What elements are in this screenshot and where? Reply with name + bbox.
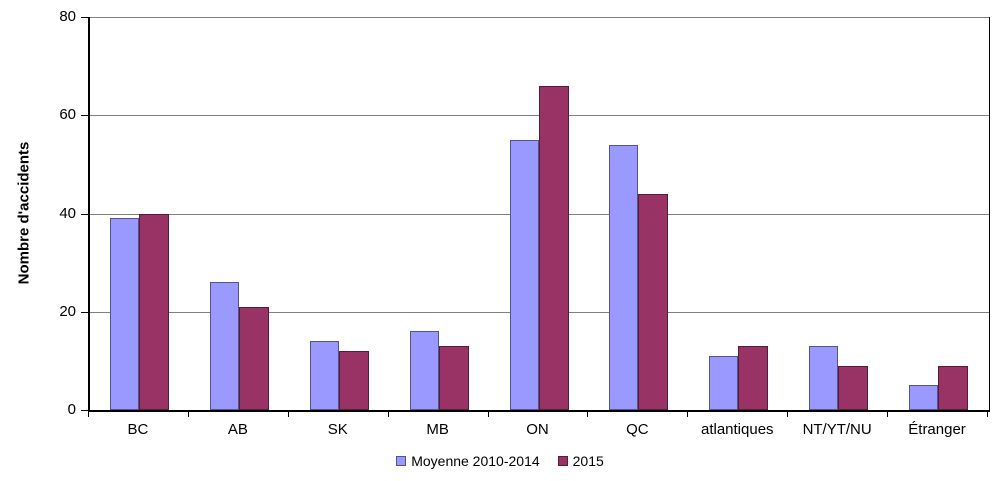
- x-tick-mark-2: [287, 410, 289, 417]
- legend: Moyenne 2010-2014 2015: [0, 453, 1000, 469]
- bar-avg-ON: [509, 139, 539, 410]
- x-tick-mark-3: [387, 410, 389, 417]
- plot-area: [88, 17, 990, 412]
- legend-swatch-icon: [396, 456, 407, 466]
- bar-avg-atlantiques: [709, 355, 739, 410]
- bar-y2015-NT/YT/NU: [838, 365, 869, 410]
- bar-y2015-atlantiques: [738, 346, 769, 410]
- legend-item-moyenne: Moyenne 2010-2014: [396, 453, 540, 469]
- x-tick-mark-0: [88, 410, 89, 417]
- x-tick-mark-9: [987, 410, 988, 417]
- bar-avg-AB: [209, 282, 239, 410]
- y-tick-label-40: 40: [59, 204, 76, 222]
- y-tick-mark-60: [81, 115, 88, 117]
- bar-y2015-MB: [438, 346, 469, 410]
- bar-y2015-AB: [238, 306, 269, 410]
- x-category-label-atlantiques: atlantiques: [700, 421, 774, 438]
- bar-avg-SK: [309, 341, 339, 410]
- legend-label: Moyenne 2010-2014: [411, 453, 540, 469]
- x-category-label-Étranger: Étranger: [908, 421, 966, 438]
- y-tick-label-60: 60: [59, 106, 76, 124]
- x-tick-mark-5: [587, 410, 589, 417]
- x-category-label-QC: QC: [626, 421, 649, 438]
- legend-label: 2015: [572, 453, 604, 469]
- bar-avg-NT/YT/NU: [809, 346, 839, 410]
- y-tick-mark-80: [81, 17, 88, 18]
- legend-swatch-icon: [557, 456, 568, 466]
- bar-avg-Étranger: [909, 385, 939, 410]
- y-tick-label-20: 20: [59, 302, 76, 320]
- legend-item-2015: 2015: [557, 453, 604, 469]
- x-tick-mark-8: [887, 410, 889, 417]
- bar-avg-QC: [609, 144, 639, 410]
- x-category-label-NT/YT/NU: NT/YT/NU: [802, 421, 872, 438]
- x-tick-mark-4: [487, 410, 489, 417]
- y-tick-mark-0: [81, 410, 88, 411]
- x-category-label-SK: SK: [327, 421, 348, 438]
- x-category-label-ON: ON: [526, 421, 549, 438]
- y-tick-mark-20: [81, 311, 88, 313]
- bar-y2015-ON: [538, 85, 569, 410]
- bar-y2015-SK: [338, 351, 369, 410]
- x-category-label-AB: AB: [227, 421, 248, 438]
- bar-y2015-BC: [138, 213, 169, 410]
- bar-avg-MB: [409, 331, 439, 410]
- bar-y2015-Étranger: [938, 365, 969, 410]
- x-category-label-MB: MB: [426, 421, 449, 438]
- x-tick-mark-7: [787, 410, 789, 417]
- x-tick-mark-6: [687, 410, 689, 417]
- x-tick-mark-1: [187, 410, 189, 417]
- y-tick-label-80: 80: [59, 8, 76, 25]
- y-tick-label-0: 0: [67, 401, 76, 418]
- y-tick-mark-40: [81, 213, 88, 215]
- gridline-80: [90, 17, 989, 18]
- x-category-label-BC: BC: [127, 421, 149, 438]
- bar-avg-BC: [109, 218, 139, 410]
- bar-y2015-QC: [638, 193, 669, 410]
